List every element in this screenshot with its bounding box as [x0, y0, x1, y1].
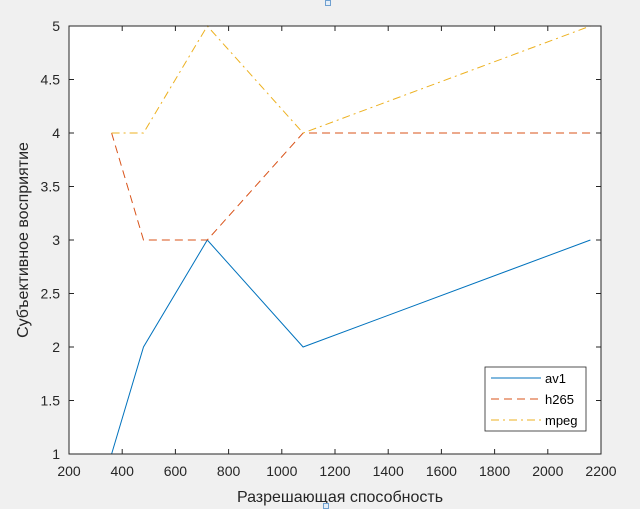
- top-resize-handle[interactable]: [325, 0, 331, 6]
- x-axis-label: Разрешающая способность: [237, 489, 443, 506]
- y-tick-label: 3.5: [41, 179, 61, 195]
- y-tick-label: 4.5: [41, 72, 61, 88]
- x-tick-label: 2200: [585, 463, 616, 479]
- x-tick-label: 1000: [266, 463, 297, 479]
- y-tick-label: 2.5: [41, 286, 61, 302]
- legend[interactable]: av1 h265 mpeg: [484, 366, 587, 432]
- x-tick-label: 600: [164, 463, 188, 479]
- ticks-layer: 200 400 600 800 1000 1200 1400 1600 1800 2000 2200…: [41, 18, 617, 479]
- legend-label-av1: av1: [545, 371, 566, 386]
- x-tick-label: 1400: [373, 463, 404, 479]
- y-tick-label: 1: [52, 446, 60, 462]
- x-tick-label: 2000: [532, 463, 563, 479]
- y-tick-label: 2: [52, 339, 60, 355]
- x-tick-label: 400: [111, 463, 135, 479]
- legend-label-h265: h265: [545, 392, 574, 407]
- bottom-resize-handle[interactable]: [323, 503, 329, 509]
- x-tick-label: 1600: [426, 463, 457, 479]
- legend-label-mpeg: mpeg: [545, 413, 578, 428]
- x-tick-label: 200: [57, 463, 81, 479]
- y-tick-label: 4: [52, 125, 60, 141]
- x-tick-label: 800: [217, 463, 241, 479]
- y-tick-label: 3: [52, 232, 60, 248]
- y-tick-label: 1.5: [41, 393, 61, 409]
- x-tick-label: 1200: [319, 463, 350, 479]
- y-tick-label: 5: [52, 18, 60, 34]
- y-axis-label: Субъективное восприятие: [15, 142, 32, 338]
- x-tick-label: 1800: [479, 463, 510, 479]
- series-line-h265: [111, 132, 591, 241]
